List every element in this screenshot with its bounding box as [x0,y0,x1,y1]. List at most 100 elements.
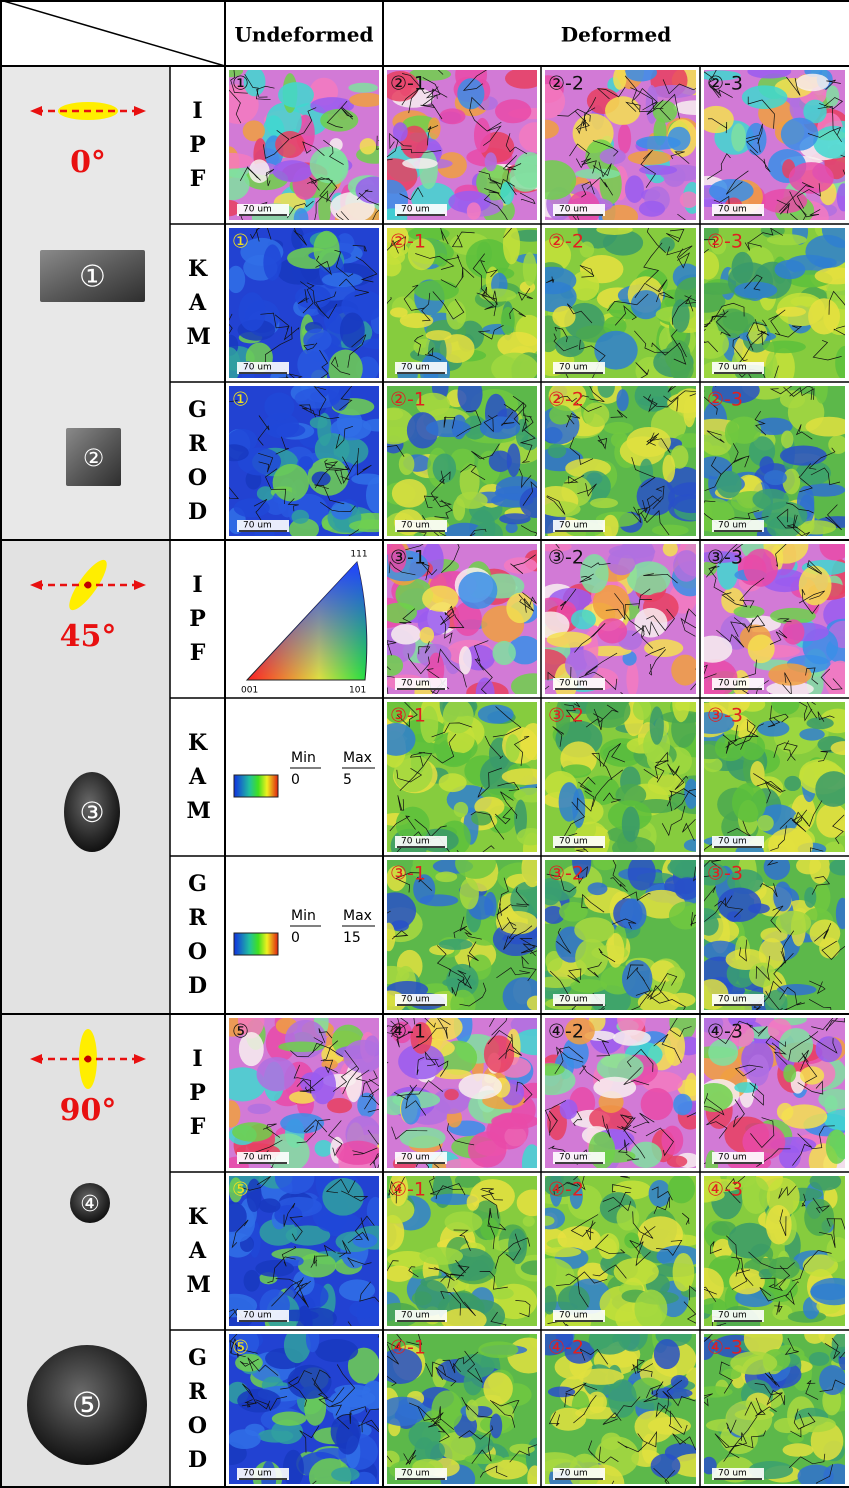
grain [634,1411,673,1443]
header-deformed: Deformed [561,23,671,47]
ebsd-map: 70 um②-2 [529,375,713,547]
grain [422,586,458,612]
grain [478,705,514,724]
grain [507,1338,550,1374]
grain [292,510,310,524]
ebsd-map: 70 um③-1 [365,847,548,1026]
grain [285,1020,327,1058]
scale-bar-label: 70 um [401,521,430,531]
grain [491,353,538,385]
scale-bar-label: 70 um [401,205,430,215]
grain [628,855,656,891]
grain [478,1341,518,1358]
panel-label: ②-3 [707,231,743,253]
grain [547,632,592,648]
grain [273,464,309,502]
ebsd-map: 70 um① [207,65,392,236]
grain [757,720,789,736]
grain [248,1104,271,1114]
panel-label: ④-2 [548,1021,584,1043]
row-label-cell: IPF [170,540,225,698]
grain [670,356,693,382]
row-label-cell: GROD [170,382,225,540]
ebsd-map: 70 um ②-1 [370,42,556,227]
grain [238,292,265,331]
row-label-cell: GROD [170,1330,225,1488]
scale-bar-label: 70 um [401,837,430,847]
grain [297,347,329,382]
panel-label: ②-2 [548,73,584,95]
scale-bar-label: 70 um [559,995,588,1005]
grain [571,609,596,629]
grain [446,300,466,329]
grain [764,854,790,880]
colorbar [234,933,278,955]
grain [669,901,702,929]
grain [827,1237,849,1262]
ipf-corner: 001 [241,686,258,696]
grain [748,635,775,664]
grain [780,446,827,466]
grain [781,1104,827,1128]
ebsd-map: 70 um④-2 [528,1163,723,1337]
grain [793,1416,836,1432]
scale-bar-label: 70 um [559,205,588,215]
grain [782,619,804,644]
grain [349,1300,379,1318]
grain [441,1308,487,1332]
row-label: GROD [187,867,209,1003]
grain [784,776,801,791]
grain [618,124,631,154]
ebsd-map: 70 um④-2 [528,1001,712,1173]
grain [484,1035,514,1072]
ebsd-map: 70 um⑤ [214,1315,396,1488]
grain [762,501,808,529]
grain [439,939,473,950]
grain [734,605,765,618]
grain [320,109,358,132]
panel-label: ②-1 [390,73,426,95]
grain [819,1365,846,1395]
grain [662,455,675,483]
grain [734,282,777,299]
ebsd-map: 70 um⑤ [211,1001,395,1185]
grain [506,734,520,762]
grain [378,1397,426,1426]
grain [683,397,695,427]
grain [259,1198,281,1213]
row-label-cell: KAM [170,698,225,856]
grain [716,471,742,498]
row-label-cell: KAM [170,224,225,382]
panel-label: ④-3 [707,1337,743,1359]
grain [367,1197,384,1226]
grain [351,473,383,484]
grain [392,479,427,508]
grain [804,1199,834,1236]
grain [490,1113,529,1150]
scale-bar-label: 70 um [243,521,272,531]
grain [420,627,435,643]
panel-label: ②-2 [548,231,584,253]
grain [464,1370,483,1396]
scale-bar-label: 70 um [718,837,747,847]
grain [667,1156,687,1168]
colorbar-max-label: Max [343,750,372,766]
grain [725,421,739,445]
scale-bar-label: 70 um [559,679,588,689]
grain [382,923,395,952]
panel-label: ②-1 [390,389,426,411]
grain [506,593,533,623]
panel-label: ④-1 [390,1179,426,1201]
row-label: GROD [187,393,209,529]
grain [327,1098,352,1113]
grain [575,939,608,977]
grain [598,1233,619,1258]
grain [639,201,665,217]
ebsd-map: 70 um②-3 [685,210,849,395]
grain [783,1443,814,1456]
grain [570,979,607,993]
ebsd-map: 70 um ②-2 [528,52,716,250]
grain [816,803,848,838]
grain [663,541,678,557]
grain [420,894,459,906]
